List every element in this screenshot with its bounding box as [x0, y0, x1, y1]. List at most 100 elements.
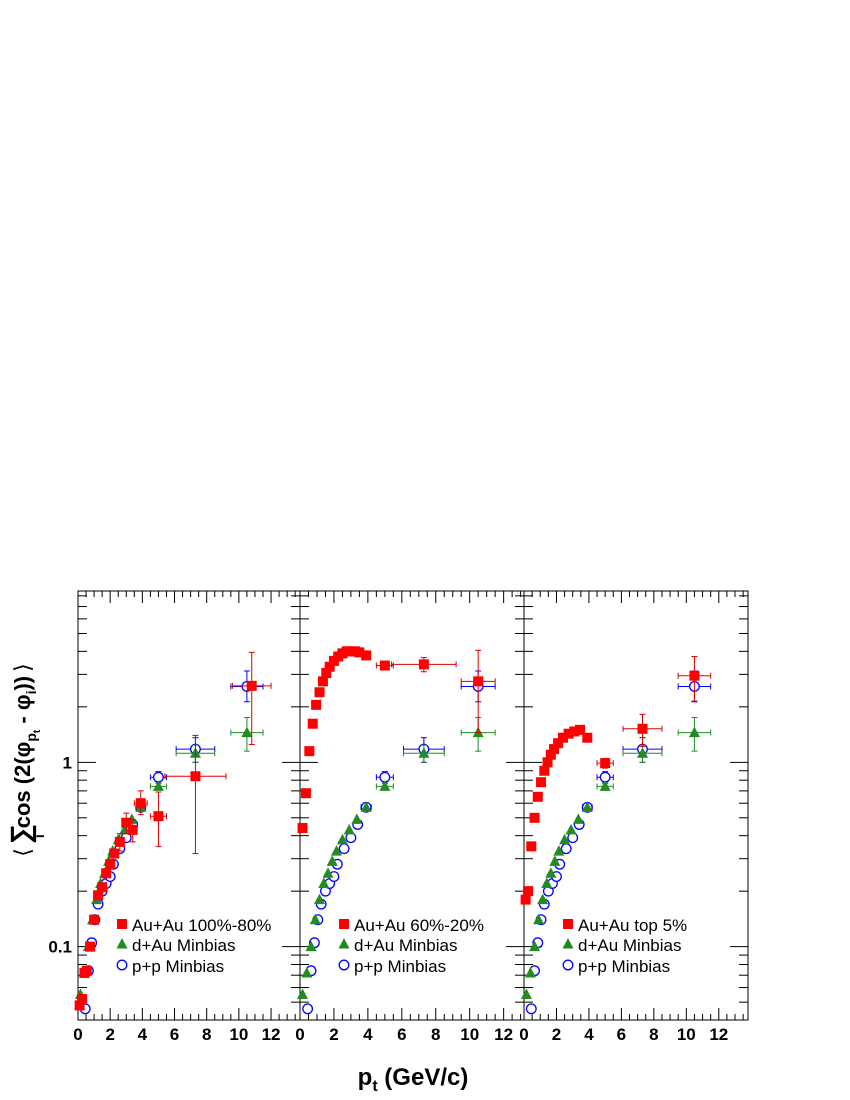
- data-point: [246, 680, 257, 691]
- data-point: [93, 890, 104, 901]
- data-point: [314, 893, 326, 905]
- data-point: [379, 660, 390, 671]
- y-axis-title-open: ⟨: [10, 848, 35, 857]
- x-tick-label: 4: [138, 1025, 148, 1044]
- data-point: [300, 788, 311, 799]
- y-axis-title-subsub: t: [32, 729, 43, 733]
- data-point: [525, 1003, 537, 1015]
- x-tick-label: 4: [363, 1025, 373, 1044]
- legend: Au+Au 100%-80%d+Au Minbias p+p Minbias: [116, 916, 271, 976]
- legend-marker: [338, 938, 350, 949]
- data-point: [314, 687, 325, 698]
- x-tick-label: 10: [460, 1025, 479, 1044]
- data-point: [526, 841, 537, 852]
- data-point: [549, 855, 561, 866]
- x-axis-title-unit: (GeV/c): [378, 1064, 469, 1091]
- data-point: [360, 801, 372, 812]
- data-point: [135, 798, 146, 809]
- data-point: [545, 749, 556, 760]
- data-point: [520, 894, 531, 905]
- y-axis-title-close: ⟩: [10, 663, 35, 672]
- y-tick-label: 0.1: [48, 938, 72, 957]
- data-point: [557, 732, 568, 743]
- data-point: [326, 855, 338, 866]
- x-tick-label: 12: [494, 1025, 513, 1044]
- data-point: [473, 676, 484, 687]
- legend-label: p+p Minbias: [578, 957, 670, 976]
- plot-frame: [523, 590, 749, 1021]
- data-point: [304, 746, 315, 757]
- data-point: [318, 877, 330, 889]
- x-tick-label: 0: [73, 1025, 82, 1044]
- data-point: [553, 845, 565, 856]
- legend-marker: [116, 938, 128, 949]
- data-point: [338, 843, 350, 855]
- data-point: [637, 723, 648, 734]
- y-axis-title: ⟨∑icos (2(φpt - φi))⟩: [5, 663, 47, 856]
- data-point: [529, 812, 540, 823]
- data-point: [688, 726, 700, 738]
- legend-marker: [339, 919, 349, 929]
- y-axis-title-mid: - φ: [10, 694, 35, 729]
- data-point: [351, 813, 363, 824]
- legend-label: Au+Au 100%-80%: [132, 916, 271, 935]
- x-tick-label: 12: [262, 1025, 281, 1044]
- data-point: [324, 661, 335, 672]
- data-point: [317, 676, 328, 687]
- data-point: [127, 824, 138, 835]
- data-point: [532, 791, 543, 802]
- series-dau: [520, 717, 712, 1000]
- x-tick-label: 0: [295, 1025, 304, 1044]
- data-point: [565, 823, 577, 835]
- data-point: [89, 914, 100, 925]
- data-point: [322, 867, 334, 878]
- y-axis-title-text: cos (2(φ: [10, 742, 35, 829]
- data-point: [581, 801, 593, 812]
- data-point: [119, 823, 131, 835]
- x-axis-title: pt (GeV/c): [358, 1064, 469, 1095]
- data-point: [309, 913, 321, 925]
- legend-label: Au+Au top 5%: [578, 916, 687, 935]
- x-axis-title-sub: t: [372, 1078, 378, 1095]
- x-tick-label: 6: [617, 1025, 626, 1044]
- legend-label: d+Au Minbias: [354, 936, 457, 955]
- x-tick-label: 6: [170, 1025, 179, 1044]
- data-point: [533, 913, 545, 925]
- x-tick-label: 2: [329, 1025, 338, 1044]
- legend-label: p+p Minbias: [354, 957, 446, 976]
- data-point: [153, 811, 164, 822]
- data-point: [361, 650, 372, 661]
- data-point: [81, 965, 92, 976]
- data-point: [301, 966, 313, 978]
- y-axis-title-end: )): [10, 676, 35, 691]
- data-point: [524, 966, 536, 978]
- data-point: [418, 659, 429, 670]
- legend-marker: [563, 919, 573, 929]
- series-auau: [74, 651, 272, 1011]
- panel-right: 0 2 4 6 8 10 12 Au+Au top 5%d+Au Minbias p+p Min…: [519, 590, 749, 1044]
- data-point: [553, 738, 564, 749]
- x-tick-label: 4: [584, 1025, 594, 1044]
- data-point: [121, 817, 132, 828]
- data-point: [343, 823, 355, 835]
- data-point: [241, 726, 253, 738]
- data-point: [572, 813, 584, 824]
- data-point: [545, 867, 557, 878]
- panel-middle: 0 2 4 6 8 10 12 Au+Au 60%-20%d+Au Minbias p+p Mi…: [295, 590, 525, 1044]
- x-tick-label: 10: [229, 1025, 248, 1044]
- data-point: [74, 1000, 85, 1011]
- data-point: [575, 724, 585, 735]
- data-point: [529, 940, 541, 952]
- data-point: [307, 718, 318, 729]
- series-auau: [297, 646, 496, 834]
- data-point: [559, 833, 571, 845]
- legend-marker: [116, 959, 128, 971]
- legend-marker: [562, 959, 574, 971]
- data-point: [689, 670, 700, 681]
- y-axis-title-sum-index: i: [31, 834, 47, 838]
- x-tick-label: 6: [397, 1025, 406, 1044]
- data-point: [599, 780, 611, 791]
- data-point: [600, 758, 611, 769]
- x-tick-label: 2: [105, 1025, 114, 1044]
- series-auau: [520, 656, 712, 905]
